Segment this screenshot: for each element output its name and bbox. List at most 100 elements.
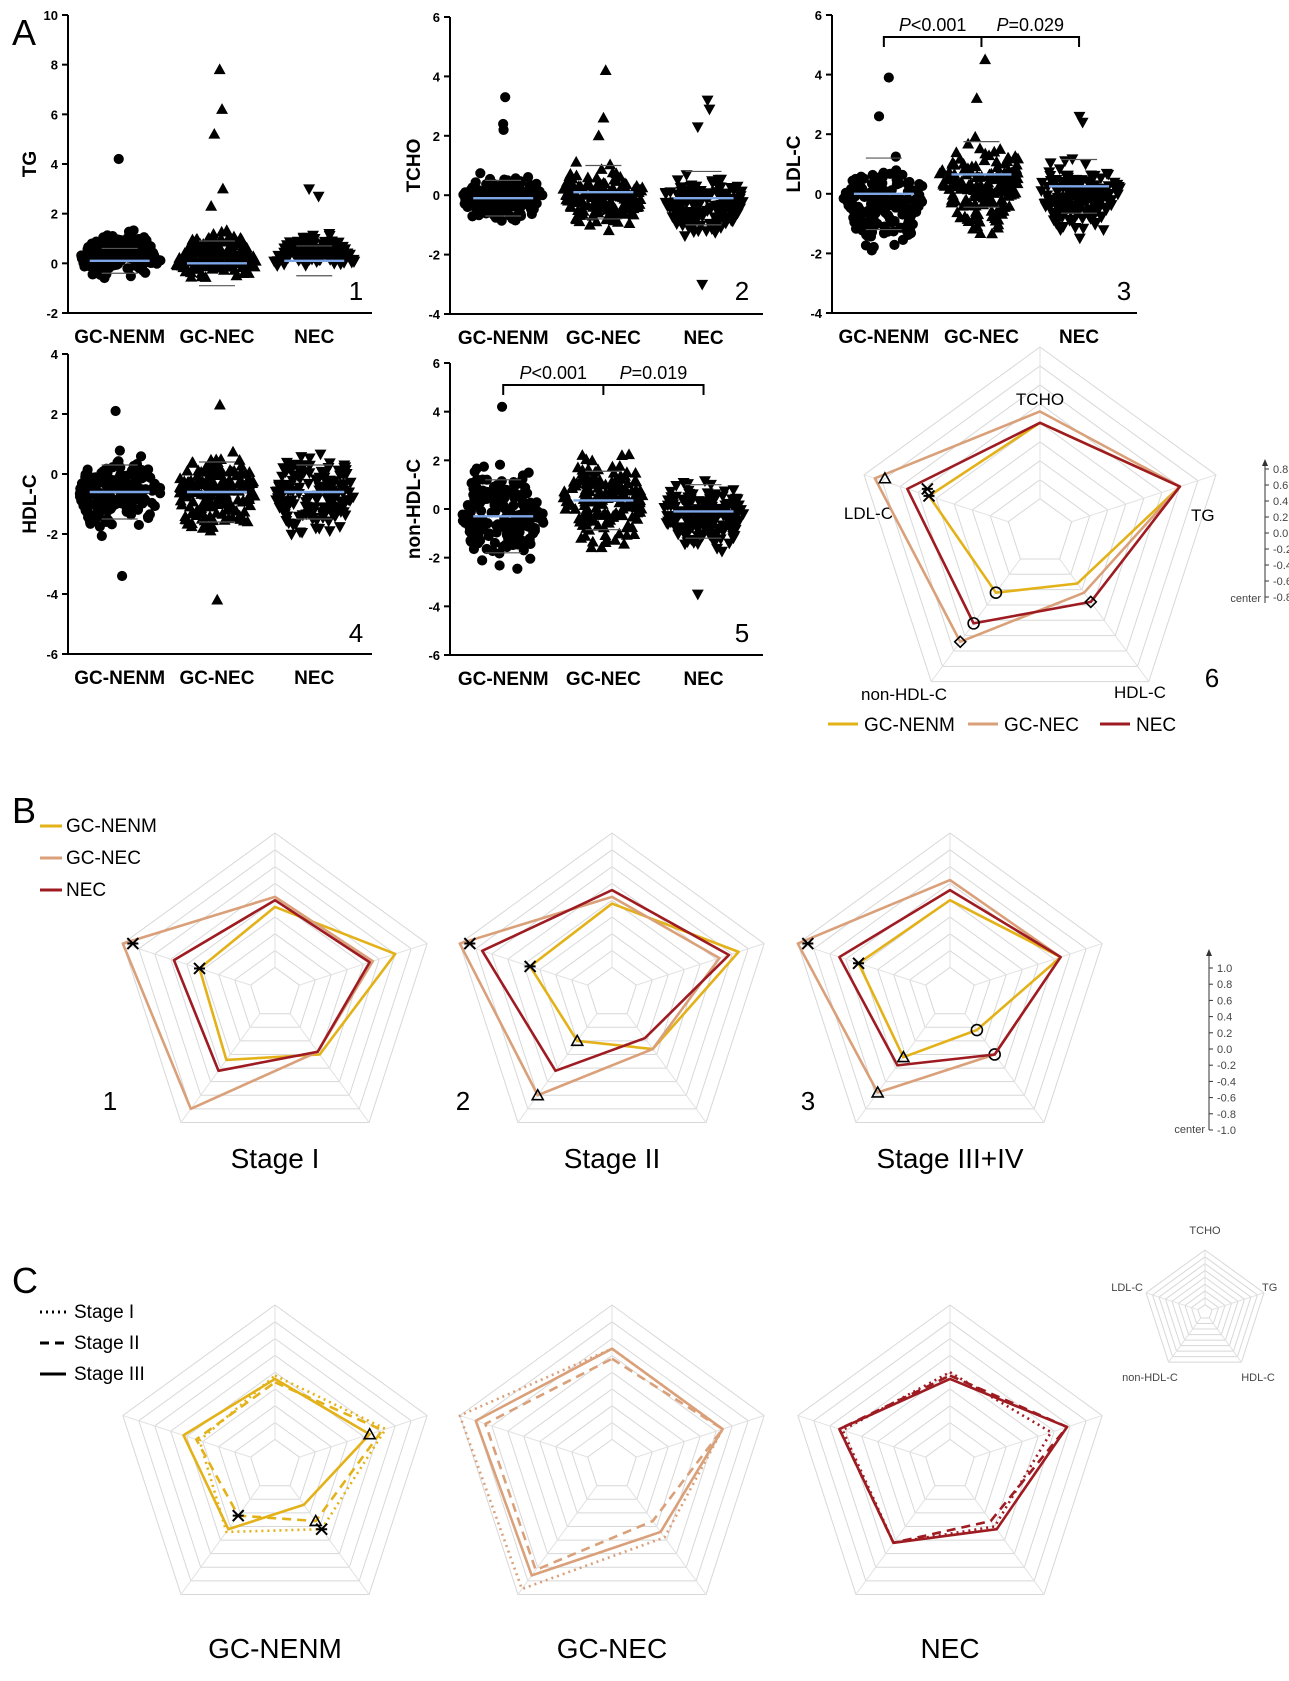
data-point [584,512,597,523]
data-point [494,459,506,470]
data-point [583,218,596,230]
radar-grid-ring [1158,1263,1252,1352]
data-point [626,510,639,522]
data-point [674,216,687,228]
y-axis-label: HDL-C [20,474,41,533]
data-point [508,477,519,488]
data-point [216,103,228,114]
radar-grid-ring [1197,1303,1213,1319]
radar-series-gc-nec [121,895,375,1111]
radar-grid-ring [523,1371,701,1541]
data-point [602,224,615,236]
data-point [311,475,324,487]
radar-grid-ring [122,1304,428,1595]
data-point [199,498,212,510]
radar-axis-label: LDL-C [1111,1282,1143,1294]
data-point [595,541,608,553]
data-point [174,472,187,484]
data-point [313,523,326,535]
radar-series-stage-i [198,1374,387,1534]
data-point [1085,205,1098,216]
data-point [468,543,480,555]
radar-spoke [1145,1292,1199,1311]
data-point [119,477,130,488]
data-point [512,563,523,574]
data-point [1085,170,1097,182]
y-tick-label: 2 [51,407,58,422]
data-point [192,475,204,487]
data-point [96,530,107,542]
radar-title: Stage II [564,1143,661,1174]
data-point [90,472,101,483]
radar-series-gc-nec [458,895,721,1097]
data-point [496,401,508,412]
data-point [122,263,133,274]
data-point [601,508,614,519]
scale-tick-label: -1.0 [1217,1125,1236,1137]
data-point [490,506,501,517]
significance-bracket [502,384,705,395]
radar-grid-ring [917,403,1163,637]
data-point [604,158,617,170]
data-point [891,165,902,176]
data-point [948,176,961,188]
x-category-label: GC-NEC [566,328,641,349]
legend-label: NEC [1136,715,1176,736]
data-point [1010,162,1023,174]
data-point [94,503,105,515]
y-tick-label: 4 [51,347,59,362]
data-point [670,522,683,534]
data-point [303,468,316,480]
data-point [704,204,717,216]
data-point [476,518,487,529]
data-point [597,197,610,208]
data-point [128,460,139,472]
radar-marker [523,960,537,973]
radar-spoke [797,1415,926,1458]
panel-number: 3 [1117,276,1131,306]
data-point [954,152,966,164]
data-point [576,519,589,530]
radar-series-gc-nec [873,410,1182,644]
data-point [1073,233,1086,245]
data-point [680,170,693,181]
radar-spoke [517,1013,598,1123]
data-point [223,473,236,485]
y-tick-label: 8 [51,58,58,73]
data-point [235,459,248,471]
data-point [583,485,596,497]
radar-chart-C-key: TCHO TG HDL-C non-HDL-C LDL-C [1111,1225,1277,1384]
data-point [195,267,208,278]
data-point [112,457,123,468]
data-point [988,145,1001,157]
data-point [618,537,631,549]
data-point [1058,203,1071,215]
data-point [597,111,610,123]
data-point [889,239,900,250]
radar-marker [970,1023,984,1037]
data-point [1041,190,1054,202]
data-point [191,246,204,257]
radar-marker [852,957,865,970]
data-point [199,488,212,500]
data-point [136,464,147,476]
data-point [866,178,878,189]
data-point [232,236,244,248]
radar-series-stage-iii [474,1347,724,1577]
radar-marker [570,1033,585,1047]
radar-marker [1084,595,1098,609]
radar-marker [126,937,140,950]
radar-spoke [1071,474,1217,523]
scale-tick-label: 0.2 [1273,512,1288,524]
p-symbol: P [620,363,632,383]
data-point [876,171,887,182]
data-point [314,449,327,461]
data-point [576,467,589,479]
radar-spoke [180,1485,261,1595]
x-category-label: GC-NEC [179,668,254,689]
data-point [296,527,309,539]
data-point [1068,187,1081,199]
radar-marker [362,1427,377,1440]
data-point [187,495,200,507]
radar-spoke [299,1415,428,1458]
